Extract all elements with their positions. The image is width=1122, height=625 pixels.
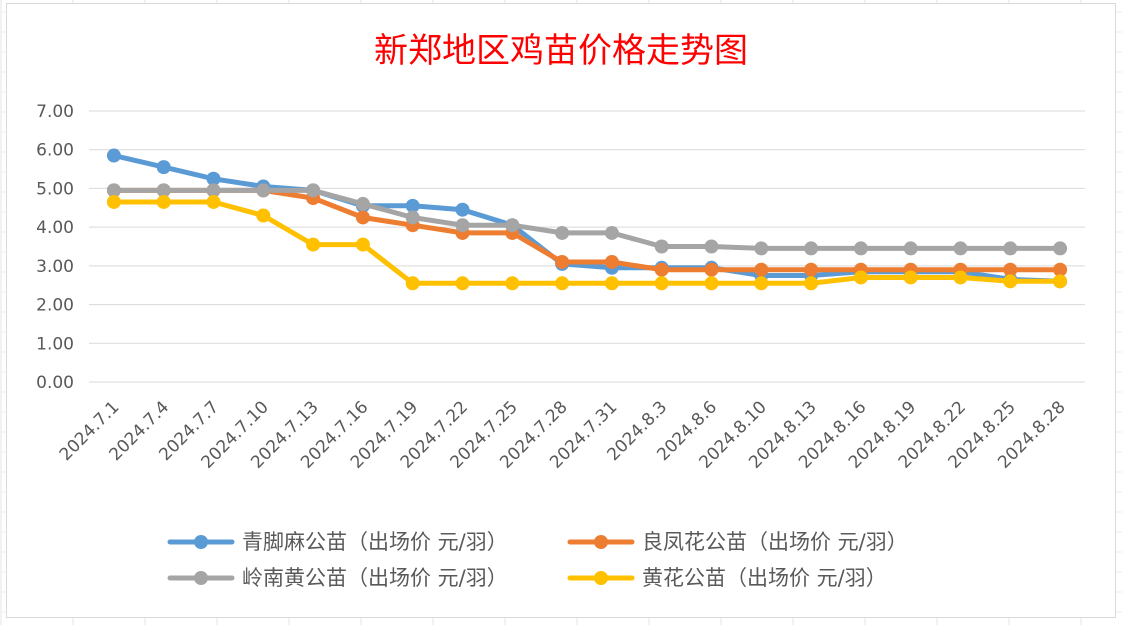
legend-item[interactable]: 岭南黄公苗（出场价 元/羽） — [167, 566, 508, 590]
data-point[interactable] — [604, 254, 619, 269]
data-point[interactable] — [306, 183, 321, 198]
data-point[interactable] — [455, 276, 470, 291]
chart-area[interactable]: 新郑地区鸡苗价格走势图 0.00 1.00 2.00 3.00 4.00 5.00 6.00… — [6, 3, 1116, 618]
data-point[interactable] — [903, 270, 918, 285]
series-line — [111, 187, 1063, 251]
data-point[interactable] — [455, 218, 470, 233]
y-tick-label: 0.00 — [36, 373, 74, 393]
data-point[interactable] — [156, 160, 171, 175]
data-point[interactable] — [355, 196, 370, 211]
data-point[interactable] — [405, 198, 420, 213]
data-point[interactable] — [1053, 241, 1068, 256]
data-point[interactable] — [156, 194, 171, 209]
legend-label: 青脚麻公苗（出场价 元/羽） — [242, 530, 508, 554]
data-point[interactable] — [455, 202, 470, 217]
data-point[interactable] — [355, 210, 370, 225]
plot-series — [106, 148, 1068, 291]
y-tick-label: 7.00 — [36, 102, 74, 122]
data-point[interactable] — [853, 241, 868, 256]
data-point[interactable] — [804, 276, 819, 291]
data-point[interactable] — [804, 262, 819, 277]
data-point[interactable] — [654, 276, 669, 291]
series-line — [111, 187, 1063, 273]
legend: 青脚麻公苗（出场价 元/羽） 良凤花公苗（出场价 元/羽） 岭南黄公苗（出场价 元/… — [167, 530, 908, 590]
data-point[interactable] — [654, 239, 669, 254]
data-point[interactable] — [306, 237, 321, 252]
legend-marker-swatch — [194, 535, 208, 549]
data-point[interactable] — [106, 148, 121, 163]
data-point[interactable] — [355, 237, 370, 252]
data-point[interactable] — [505, 276, 520, 291]
data-point[interactable] — [704, 276, 719, 291]
data-point[interactable] — [206, 183, 221, 198]
data-point[interactable] — [853, 270, 868, 285]
data-point[interactable] — [903, 241, 918, 256]
chart-title: 新郑地区鸡苗价格走势图 — [374, 31, 748, 71]
data-point[interactable] — [505, 218, 520, 233]
y-tick-label: 3.00 — [36, 257, 74, 277]
data-point[interactable] — [256, 183, 271, 198]
series-3 — [106, 183, 1068, 256]
series-2 — [106, 183, 1068, 277]
legend-label: 黄花公苗（出场价 元/羽） — [642, 566, 887, 590]
data-point[interactable] — [704, 262, 719, 277]
data-point[interactable] — [1003, 274, 1018, 289]
data-point[interactable] — [1053, 262, 1068, 277]
y-tick-label: 6.00 — [36, 141, 74, 161]
legend-item[interactable]: 黄花公苗（出场价 元/羽） — [567, 566, 887, 590]
data-point[interactable] — [405, 210, 420, 225]
y-tick-label: 1.00 — [36, 334, 74, 354]
data-point[interactable] — [555, 254, 570, 269]
data-point[interactable] — [1003, 241, 1018, 256]
data-point[interactable] — [754, 276, 769, 291]
y-tick-label: 2.00 — [36, 296, 74, 316]
y-tick-label: 5.00 — [36, 179, 74, 199]
line-chart: 新郑地区鸡苗价格走势图 0.00 1.00 2.00 3.00 4.00 5.00 6.00… — [36, 31, 1085, 590]
legend-item[interactable]: 良凤花公苗（出场价 元/羽） — [567, 530, 908, 554]
series-line — [111, 199, 1063, 286]
data-point[interactable] — [1053, 274, 1068, 289]
data-point[interactable] — [206, 194, 221, 209]
data-point[interactable] — [654, 262, 669, 277]
data-point[interactable] — [704, 239, 719, 254]
data-point[interactable] — [156, 183, 171, 198]
data-point[interactable] — [1003, 262, 1018, 277]
legend-label: 岭南黄公苗（出场价 元/羽） — [242, 566, 508, 590]
data-point[interactable] — [953, 241, 968, 256]
y-tick-label: 4.00 — [36, 218, 74, 238]
data-point[interactable] — [604, 225, 619, 240]
data-point[interactable] — [754, 241, 769, 256]
legend-marker-swatch — [594, 571, 608, 585]
data-point[interactable] — [405, 276, 420, 291]
data-point[interactable] — [555, 225, 570, 240]
data-point[interactable] — [604, 276, 619, 291]
data-point[interactable] — [106, 194, 121, 209]
series-4 — [106, 194, 1068, 291]
legend-item[interactable]: 青脚麻公苗（出场价 元/羽） — [167, 530, 508, 554]
legend-label: 良凤花公苗（出场价 元/羽） — [642, 530, 908, 554]
data-point[interactable] — [804, 241, 819, 256]
data-point[interactable] — [106, 183, 121, 198]
legend-marker-swatch — [194, 571, 208, 585]
data-point[interactable] — [555, 276, 570, 291]
y-axis-tick-labels: 0.00 1.00 2.00 3.00 4.00 5.00 6.00 7.00 — [36, 102, 74, 393]
data-point[interactable] — [256, 208, 271, 223]
data-point[interactable] — [206, 171, 221, 186]
data-point[interactable] — [754, 262, 769, 277]
x-axis-tick-labels: 2024.7.12024.7.42024.7.72024.7.102024.7.… — [56, 397, 1070, 472]
legend-marker-swatch — [594, 535, 608, 549]
data-point[interactable] — [953, 270, 968, 285]
